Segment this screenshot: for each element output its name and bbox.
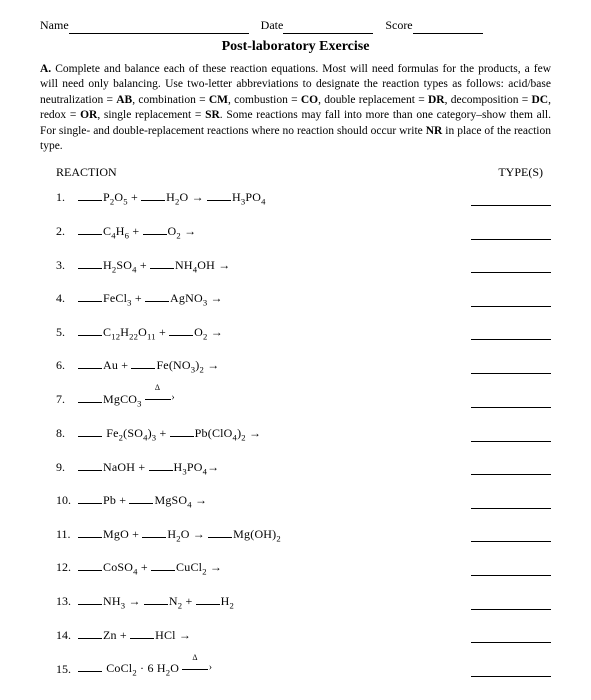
question-row: 15. CoCl2 · 6 H2O Δ› [40, 661, 551, 677]
question-row: 1.P2O5 + H2O → H3PO4 [40, 190, 551, 206]
question-number: 6. [56, 358, 78, 374]
type-answer-line[interactable] [471, 262, 551, 273]
type-answer-line[interactable] [471, 195, 551, 206]
question-row: 14.Zn + HCl → [40, 628, 551, 644]
question-row: 4.FeCl3 + AgNO3 → [40, 291, 551, 307]
question-number: 13. [56, 594, 78, 610]
question-number: 7. [56, 392, 78, 408]
question-number: 10. [56, 493, 78, 509]
question-row: 6.Au + Fe(NO3)2 → [40, 358, 551, 374]
type-answer-line[interactable] [471, 329, 551, 340]
type-answer-line[interactable] [471, 296, 551, 307]
score-field[interactable] [413, 22, 483, 34]
question-row: 11.MgO + H2O → Mg(OH)2 [40, 527, 551, 543]
reaction-equation: CoCl2 · 6 H2O Δ› [78, 661, 471, 677]
header-row: Name Date Score [40, 18, 551, 34]
types-header: TYPE(S) [498, 165, 543, 181]
instructions: A. Complete and balance each of these re… [40, 62, 551, 155]
reaction-equation: Au + Fe(NO3)2 → [78, 358, 471, 374]
question-row: 12.CoSO4 + CuCl2 → [40, 560, 551, 576]
type-answer-line[interactable] [471, 229, 551, 240]
section-label: A. [40, 63, 51, 75]
type-answer-line[interactable] [471, 531, 551, 542]
reaction-equation: CoSO4 + CuCl2 → [78, 560, 471, 576]
reaction-equation: C4H6 + O2 → [78, 224, 471, 240]
question-list: 1.P2O5 + H2O → H3PO4 2.C4H6 + O2 → 3.H2SO4… [40, 190, 551, 677]
type-answer-line[interactable] [471, 666, 551, 677]
type-answer-line[interactable] [471, 599, 551, 610]
name-field[interactable] [69, 22, 249, 34]
reaction-equation: P2O5 + H2O → H3PO4 [78, 190, 471, 206]
question-number: 8. [56, 426, 78, 442]
question-number: 14. [56, 628, 78, 644]
column-headers: REACTION TYPE(S) [40, 165, 551, 181]
type-answer-line[interactable] [471, 397, 551, 408]
reaction-equation: Pb + MgSO4 → [78, 493, 471, 509]
reaction-equation: NH3 → N2 + H2 [78, 594, 471, 610]
question-row: 8. Fe2(SO4)3 + Pb(ClO4)2 → [40, 426, 551, 442]
type-answer-line[interactable] [471, 498, 551, 509]
question-row: 2.C4H6 + O2 → [40, 224, 551, 240]
question-row: 10.Pb + MgSO4 → [40, 493, 551, 509]
question-number: 11. [56, 527, 78, 543]
page-title: Post-laboratory Exercise [40, 38, 551, 56]
question-number: 1. [56, 190, 78, 206]
reaction-header: REACTION [56, 165, 117, 181]
question-number: 12. [56, 560, 78, 576]
score-label: Score [385, 18, 412, 34]
date-label: Date [261, 18, 284, 34]
question-number: 9. [56, 460, 78, 476]
question-number: 3. [56, 258, 78, 274]
date-field[interactable] [283, 22, 373, 34]
type-answer-line[interactable] [471, 632, 551, 643]
reaction-equation: MgO + H2O → Mg(OH)2 [78, 527, 471, 543]
question-number: 4. [56, 291, 78, 307]
type-answer-line[interactable] [471, 363, 551, 374]
reaction-equation: FeCl3 + AgNO3 → [78, 291, 471, 307]
question-row: 7.MgCO3 Δ› [40, 392, 551, 408]
question-number: 5. [56, 325, 78, 341]
reaction-equation: H2SO4 + NH4OH → [78, 258, 471, 274]
reaction-equation: Fe2(SO4)3 + Pb(ClO4)2 → [78, 426, 471, 442]
reaction-equation: MgCO3 Δ› [78, 392, 471, 408]
type-answer-line[interactable] [471, 565, 551, 576]
type-answer-line[interactable] [471, 431, 551, 442]
question-row: 9.NaOH + H3PO4→ [40, 460, 551, 476]
reaction-equation: NaOH + H3PO4→ [78, 460, 471, 476]
question-number: 15. [56, 662, 78, 678]
question-number: 2. [56, 224, 78, 240]
question-row: 5.C12H22O11 + O2 → [40, 325, 551, 341]
reaction-equation: C12H22O11 + O2 → [78, 325, 471, 341]
reaction-equation: Zn + HCl → [78, 628, 471, 644]
question-row: 13.NH3 → N2 + H2 [40, 594, 551, 610]
type-answer-line[interactable] [471, 464, 551, 475]
name-label: Name [40, 18, 69, 34]
question-row: 3.H2SO4 + NH4OH → [40, 258, 551, 274]
